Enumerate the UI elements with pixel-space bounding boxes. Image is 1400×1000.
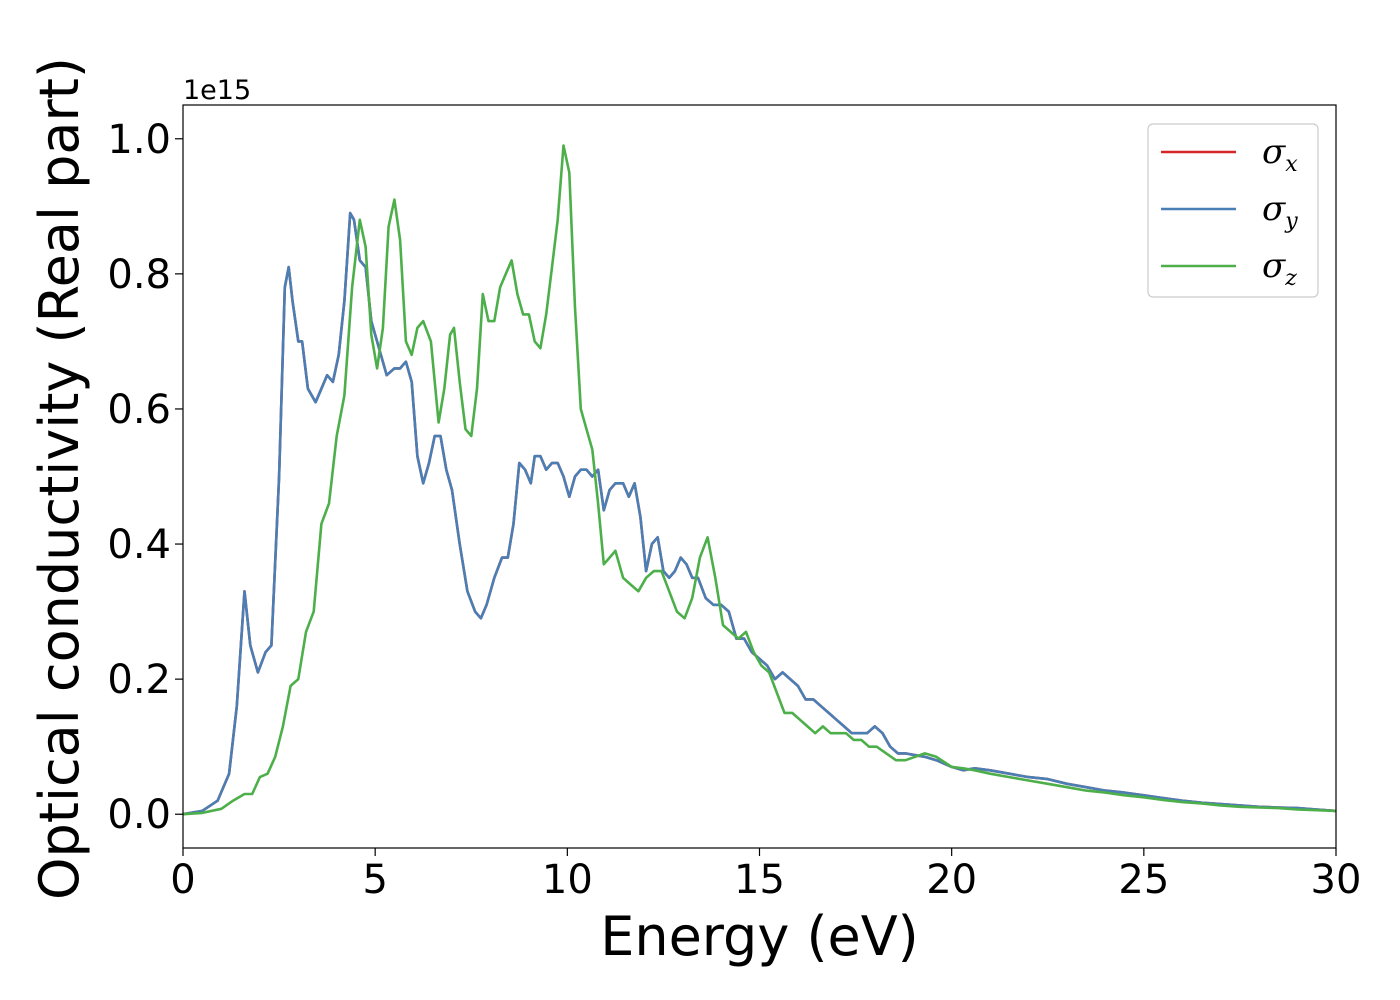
y-axis-ticks: 0.0 0.2 0.4 0.6 0.8 1.0 [107, 117, 183, 838]
y-tick-label: 0.4 [107, 522, 171, 568]
y-axis-title: Optical conductivity (Real part) [28, 57, 91, 900]
series-line-sigma-z [182, 144, 1337, 816]
series-layer [182, 144, 1337, 816]
x-tick-label: 10 [542, 857, 593, 903]
x-tick-label: 0 [170, 857, 195, 903]
y-tick-label: 0.0 [107, 792, 171, 838]
legend-label-subscript: z [1284, 266, 1297, 291]
y-tick-label: 0.2 [107, 657, 171, 703]
y-tick-label: 1.0 [107, 117, 171, 163]
legend-label-subscript: y [1284, 209, 1298, 234]
y-tick-label: 0.8 [107, 252, 171, 298]
x-tick-label: 20 [926, 857, 977, 903]
x-tick-label: 5 [362, 857, 387, 903]
x-axis-title: Energy (eV) [600, 905, 919, 968]
y-tick-label: 0.6 [107, 387, 171, 433]
legend-box [1147, 123, 1319, 298]
y-axis-offset-label: 1e15 [183, 75, 251, 106]
x-tick-label: 25 [1118, 857, 1169, 903]
x-tick-label: 15 [734, 857, 785, 903]
x-tick-label: 30 [1311, 857, 1362, 903]
x-axis-ticks: 0 5 10 15 20 25 30 [170, 848, 1361, 903]
series-line-sigma-y [182, 211, 1337, 816]
legend-label-subscript: x [1285, 152, 1298, 177]
